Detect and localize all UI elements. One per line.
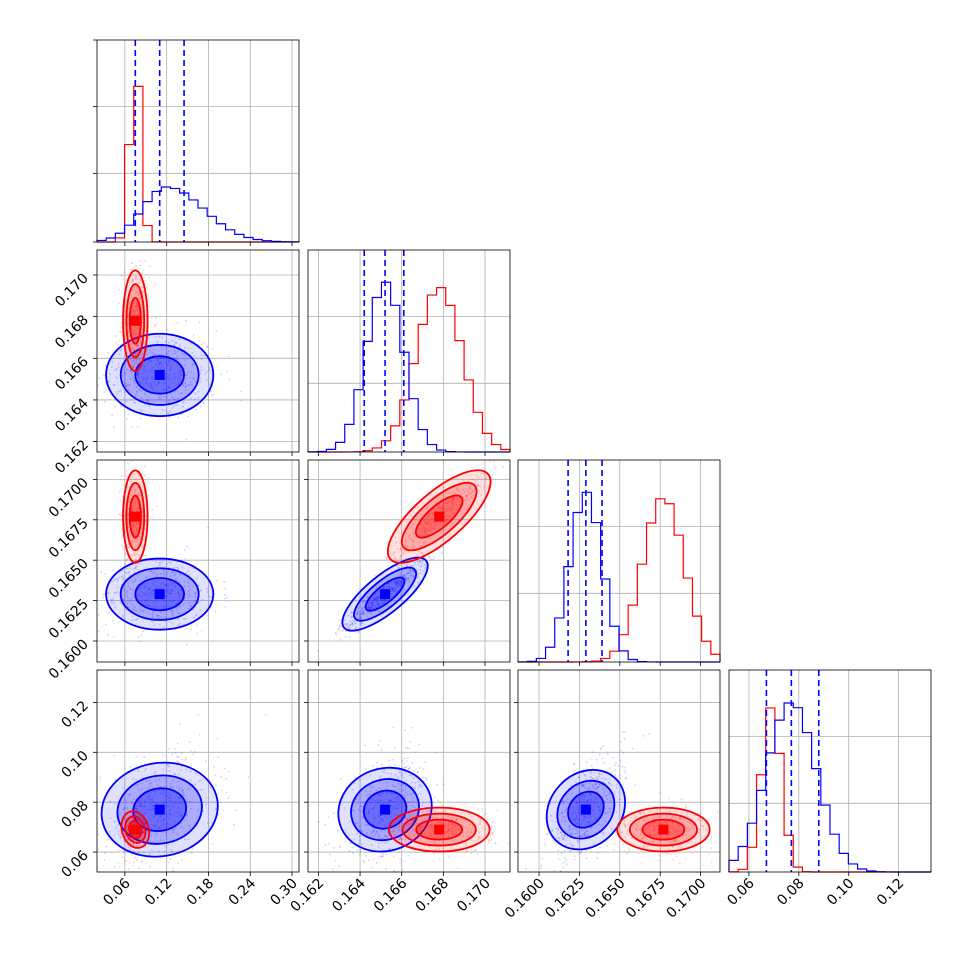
- y-tick-label: 0.168: [52, 312, 92, 352]
- density-peak: [580, 804, 591, 815]
- x-tick-label: 0.164: [329, 875, 369, 915]
- density-peak: [434, 511, 445, 522]
- y-tick-label: 0.10: [58, 748, 91, 781]
- blue-histogram: [96, 186, 300, 243]
- x-tick-label: 0.10: [824, 876, 857, 909]
- x-tick-label: 0.06: [100, 875, 133, 908]
- x-tick-label: 0.168: [413, 876, 453, 916]
- scatter-points: [97, 259, 243, 441]
- y-tick-label: 0.1625: [46, 596, 92, 642]
- panel-frame: [517, 669, 721, 873]
- scatter-points: [316, 460, 504, 661]
- y-tick-label: 0.166: [52, 354, 92, 394]
- panel-frame: [517, 459, 721, 663]
- y-tick-label: 0.06: [58, 847, 91, 880]
- y-tick-label: 0.12: [58, 698, 91, 731]
- y-tick-label: 0.1600: [46, 637, 92, 683]
- red-histogram: [97, 85, 299, 243]
- x-tick-label: 0.1650: [583, 876, 629, 922]
- histogram-panel-1: [307, 249, 511, 456]
- panel-frame: [307, 459, 511, 663]
- density-peak: [380, 589, 391, 600]
- scatter-points: [97, 460, 228, 646]
- panel-frame: [96, 459, 300, 663]
- blue-histogram: [517, 491, 720, 663]
- histogram-panel-2: [517, 459, 721, 666]
- density-peak: [130, 511, 141, 522]
- scatter-points: [525, 730, 719, 872]
- density-peak: [434, 824, 445, 835]
- histogram-panel-3: 0.06 0.08 0.10 0.12: [724, 669, 932, 909]
- panel-frame: [307, 669, 511, 873]
- scatter-points: [317, 726, 510, 872]
- x-tick-label: 0.18: [184, 876, 217, 909]
- scatter-panel-3-1: 0.162 0.164 0.166 0.168 0.170: [288, 669, 511, 916]
- y-tick-label: 0.162: [52, 437, 92, 477]
- density-peak: [130, 824, 141, 835]
- x-tick-label: 0.1675: [623, 876, 669, 922]
- panel-frame: [307, 249, 511, 453]
- scatter-panel-2-1: [304, 459, 511, 666]
- x-tick-label: 0.1600: [502, 876, 548, 922]
- density-peak: [130, 315, 141, 326]
- y-tick-label: 0.170: [52, 271, 92, 311]
- blue-histogram: [728, 702, 931, 873]
- scatter-panel-3-0: 0.06 0.12 0.18 0.24 0.300.060.080.100.12: [58, 669, 301, 909]
- x-tick-label: 0.1625: [542, 876, 588, 922]
- y-tick-label: 0.164: [52, 395, 92, 435]
- x-tick-label: 0.24: [226, 875, 259, 908]
- density-peak: [154, 369, 165, 380]
- x-tick-label: 0.1700: [663, 876, 709, 922]
- panel-frame: [96, 669, 300, 873]
- panel-frame: [96, 39, 300, 243]
- x-tick-label: 0.166: [371, 875, 411, 915]
- density-peak: [154, 589, 165, 600]
- density-peak: [658, 824, 669, 835]
- x-tick-label: 0.06: [724, 875, 757, 908]
- scatter-points: [97, 713, 267, 872]
- histogram-panel-0: [93, 39, 300, 246]
- y-tick-label: 0.1650: [46, 556, 92, 602]
- x-tick-label: 0.12: [142, 876, 175, 909]
- x-tick-label: 0.12: [874, 876, 907, 909]
- blue-histogram: [307, 281, 510, 453]
- x-tick-label: 0.08: [774, 876, 807, 909]
- panel-frame: [728, 669, 932, 873]
- y-tick-label: 0.08: [58, 798, 91, 831]
- density-peak: [154, 804, 165, 815]
- density-peak: [380, 804, 391, 815]
- panel-frame: [96, 249, 300, 453]
- x-tick-label: 0.170: [454, 876, 494, 916]
- y-tick-label: 0.1700: [46, 475, 92, 521]
- y-tick-label: 0.1675: [46, 515, 92, 561]
